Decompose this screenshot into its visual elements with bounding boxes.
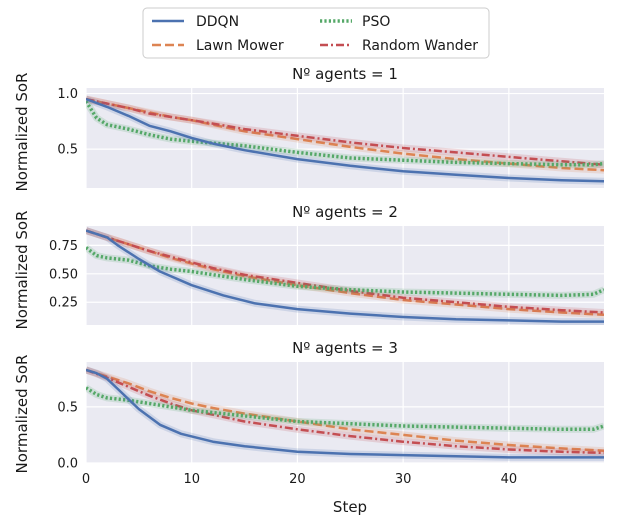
series-line-ddqn <box>86 229 604 323</box>
y-tick-label: 0.25 <box>49 296 78 311</box>
y-tick-label: 0.5 <box>57 400 78 415</box>
y-tick-label: 1.0 <box>57 87 78 102</box>
series-group <box>86 366 604 461</box>
legend-label-pso: PSO <box>362 14 390 30</box>
series-line-pso <box>86 100 604 167</box>
x-tick-label: 20 <box>289 472 306 487</box>
legend-label-random-wander: Random Wander <box>362 38 478 54</box>
series-line-random-wander <box>86 97 604 166</box>
y-tick-label: 0.0 <box>57 457 78 472</box>
panel-3: 0.0 0.5 Nº agents = 3 Normalized SoR 0 10 20 30… <box>13 339 604 487</box>
panel-title: Nº agents = 1 <box>292 65 398 83</box>
x-axis-label: Step <box>333 498 367 516</box>
y-axis-label: Normalized SoR <box>13 211 31 330</box>
panel-1: 0.5 1.0 Nº agents = 1 Normalized SoR <box>13 65 604 191</box>
x-tick-label: 0 <box>82 472 90 487</box>
legend-label-ddqn: DDQN <box>196 14 239 30</box>
panel-3-background <box>86 362 604 463</box>
series-line-pso <box>86 246 604 298</box>
series-line-random-wander <box>86 368 604 455</box>
legend-label-lawn-mower: Lawn Mower <box>196 38 284 54</box>
legend-frame <box>142 7 490 59</box>
panel-title: Nº agents = 2 <box>292 203 398 221</box>
x-tick-label: 30 <box>395 472 412 487</box>
series-group <box>86 95 604 185</box>
panels: 0.5 1.0 Nº agents = 1 Normalized SoR 0.25 0.5… <box>13 65 604 487</box>
y-tick-label: 0.75 <box>49 239 78 254</box>
y-tick-label: 0.5 <box>57 143 78 158</box>
series-line-ddqn <box>86 368 604 459</box>
series-line-ddqn <box>86 97 604 183</box>
panel-title: Nº agents = 3 <box>292 339 398 357</box>
y-tick-label: 0.50 <box>49 267 78 282</box>
y-axis-label: Normalized SoR <box>13 73 31 192</box>
series-line-pso <box>86 386 604 432</box>
panel-2: 0.25 0.50 0.75 Nº agents = 2 Normalized SoR <box>13 203 604 329</box>
x-tick-label: 40 <box>501 472 518 487</box>
series-line-random-wander <box>86 229 604 314</box>
series-line-lawn-mower <box>86 368 604 452</box>
legend: DDQN Lawn Mower PSO Random Wander <box>142 7 490 59</box>
y-axis-label: Normalized SoR <box>13 355 31 474</box>
x-tick-label: 10 <box>183 472 200 487</box>
series-group <box>86 227 604 325</box>
